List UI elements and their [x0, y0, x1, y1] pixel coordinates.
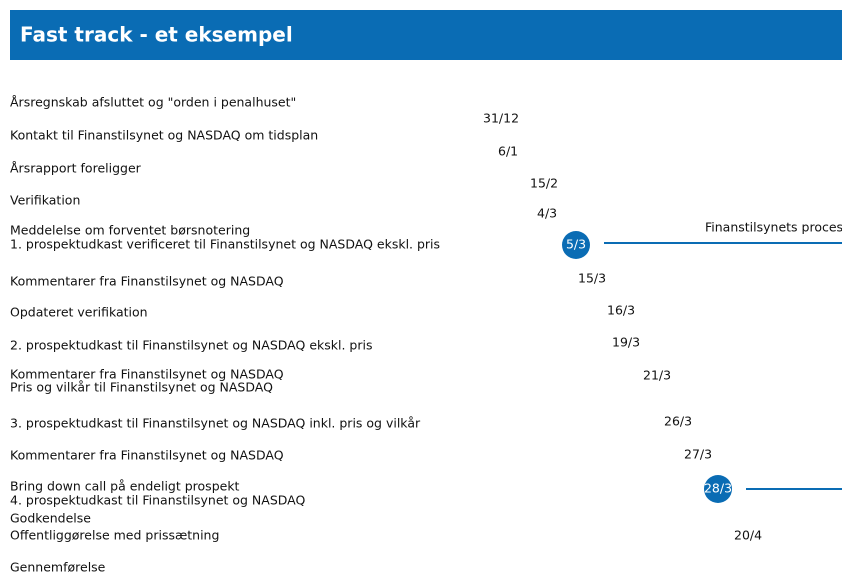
step-label: Kommentarer fra Finanstilsynet og NASDAQ: [10, 367, 284, 382]
step-label: Opdateret verifikation: [10, 305, 148, 320]
step-label: Kontakt til Finanstilsynet og NASDAQ om …: [10, 128, 318, 143]
step-label: Kommentarer fra Finanstilsynet og NASDAQ: [10, 274, 284, 289]
step-label: Gennemførelse: [10, 560, 106, 573]
step-label: 2. prospektudkast til Finanstilsynet og …: [10, 338, 372, 353]
step-label: Kommentarer fra Finanstilsynet og NASDAQ: [10, 448, 284, 463]
date-label: 26/3: [664, 414, 692, 429]
date-label: 15/2: [530, 176, 558, 191]
date-label: 21/3: [643, 368, 671, 383]
date-label: 16/3: [607, 303, 635, 318]
date-label: 6/1: [498, 144, 518, 159]
step-label: Meddelelse om forventet børsnotering: [10, 223, 250, 238]
date-label: 5/3: [566, 237, 586, 252]
date-label: 20/4: [734, 528, 762, 543]
step-label: Pris og vilkår til Finanstilsynet og NAS…: [10, 380, 273, 395]
date-label: 15/3: [578, 271, 606, 286]
step-label: Årsregnskab afsluttet og "orden i penalh…: [10, 95, 296, 110]
date-label: 19/3: [612, 335, 640, 350]
milestone-circle: [562, 231, 590, 259]
slide-title: Fast track - et eksempel: [20, 23, 293, 47]
step-label: 1. prospektudkast verificeret til Finans…: [10, 237, 440, 252]
step-label: Offentliggørelse med prissætning: [10, 528, 219, 543]
step-label: 3. prospektudkast til Finanstilsynet og …: [10, 416, 421, 431]
date-label: 31/12: [483, 111, 519, 126]
step-label: Verifikation: [10, 193, 80, 208]
date-label: 28/3: [704, 481, 732, 496]
date-label: 4/3: [537, 206, 557, 221]
step-label: Bring down call på endeligt prospekt: [10, 479, 240, 494]
milestone-circle: [704, 475, 732, 503]
header-bar: [10, 10, 842, 60]
date-label: 27/3: [684, 447, 712, 462]
step-label: 4. prospektudkast til Finanstilsynet og …: [10, 493, 306, 508]
step-label: Godkendelse: [10, 511, 91, 526]
step-label: Årsrapport foreligger: [10, 161, 142, 176]
process-label: Finanstilsynets proces: [705, 220, 842, 235]
